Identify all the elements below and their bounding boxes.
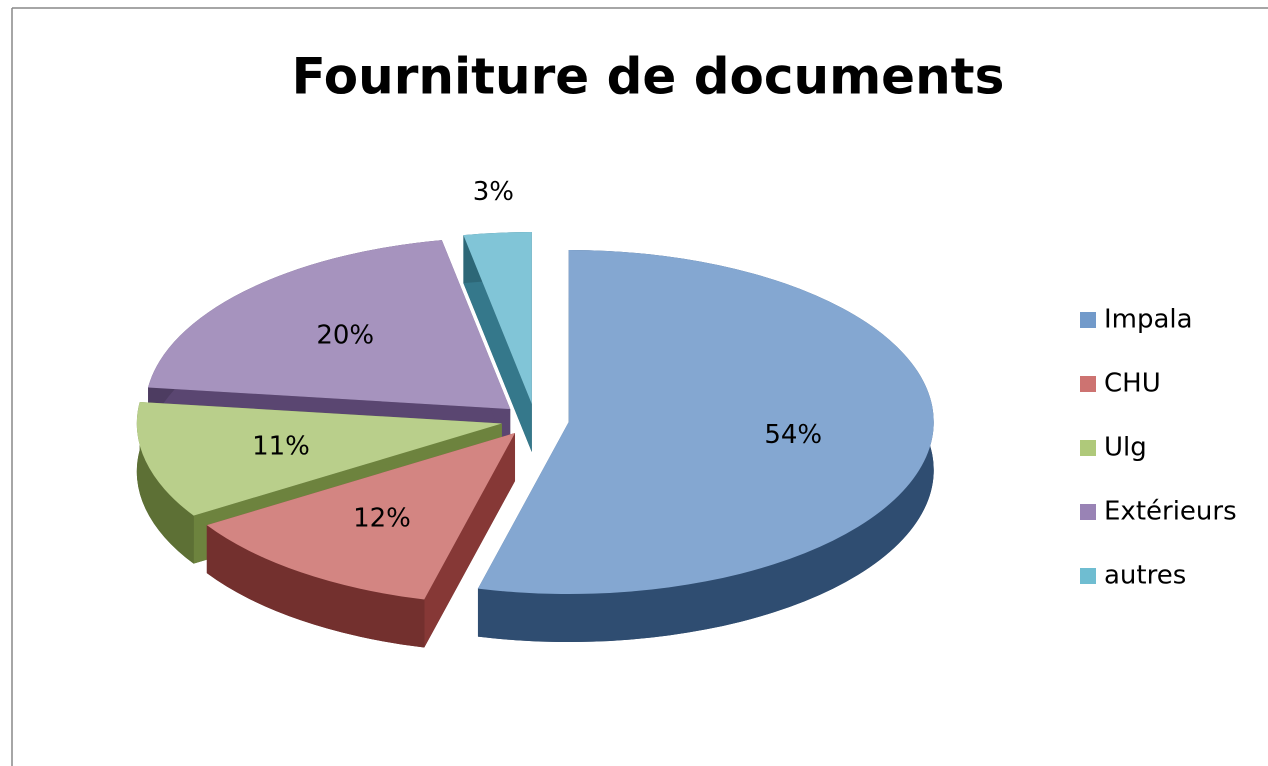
legend-swatch: [1080, 568, 1096, 584]
slice: [463, 232, 532, 453]
slice-top: [477, 250, 934, 595]
legend-swatch: [1080, 312, 1096, 328]
legend-label: autres: [1104, 561, 1186, 591]
legend-swatch: [1080, 376, 1096, 392]
legend-label: Ulg: [1104, 433, 1147, 463]
slice-side: [136, 401, 194, 564]
legend-label: CHU: [1104, 369, 1161, 399]
data-label: 3%: [473, 177, 514, 207]
chart-title: Fourniture de documents: [292, 48, 1005, 106]
legend-swatch: [1080, 504, 1096, 520]
slice-cut-face: [463, 235, 532, 453]
slice-top: [463, 232, 532, 405]
slice: [206, 432, 516, 648]
legend-label: Impala: [1104, 305, 1193, 335]
legend-swatch: [1080, 440, 1096, 456]
slice-top: [206, 432, 516, 600]
slice-side: [206, 525, 425, 648]
slice: [477, 250, 934, 643]
data-label: 20%: [316, 321, 374, 351]
slice-top: [148, 240, 511, 410]
slice-side: [477, 250, 934, 643]
slice-top: [136, 401, 502, 516]
data-label: 11%: [252, 431, 310, 461]
legend-label: Extérieurs: [1104, 497, 1237, 527]
data-label: 54%: [764, 420, 822, 450]
data-label: 12%: [353, 504, 411, 534]
